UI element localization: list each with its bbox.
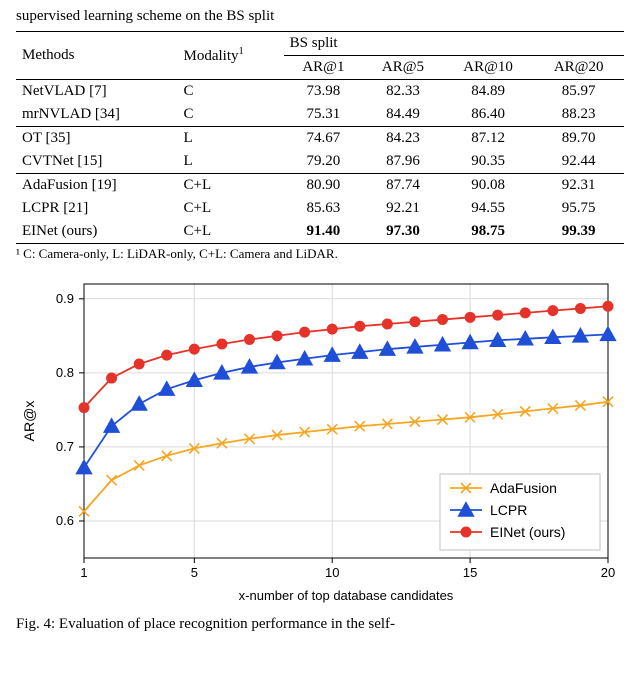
figure-caption: Fig. 4: Evaluation of place recognition … [16,616,624,633]
metric-header: AR@20 [533,56,624,80]
svg-text:10: 10 [325,565,339,580]
modality-label: Modality [183,48,238,64]
value-cell: 90.08 [443,174,534,198]
modality-cell: C+L [177,197,283,220]
svg-text:EINet (ours): EINet (ours) [490,524,565,540]
method-cell: EINet (ours) [16,220,177,244]
method-cell: NetVLAD [7] [16,80,177,104]
value-cell: 79.20 [284,150,364,174]
value-cell: 85.97 [533,80,624,104]
table-footnote: ¹ C: Camera-only, L: LiDAR-only, C+L: Ca… [16,246,624,262]
table-row: OT [35]L74.6784.2387.1289.70 [16,127,624,151]
table-row: LCPR [21]C+L85.6392.2194.5595.75 [16,197,624,220]
table-row: EINet (ours)C+L91.4097.3098.7599.39 [16,220,624,244]
svg-text:20: 20 [601,565,615,580]
method-cell: AdaFusion [19] [16,174,177,198]
metric-header: AR@10 [443,56,534,80]
value-cell: 87.96 [363,150,443,174]
method-cell: OT [35] [16,127,177,151]
value-cell: 91.40 [284,220,364,244]
value-cell: 97.30 [363,220,443,244]
method-cell: LCPR [21] [16,197,177,220]
value-cell: 84.49 [363,103,443,127]
svg-text:0.7: 0.7 [56,439,74,454]
svg-text:AdaFusion: AdaFusion [490,480,557,496]
method-cell: mrNVLAD [34] [16,103,177,127]
svg-text:AR@x: AR@x [21,401,37,442]
svg-text:x-number of top database candi: x-number of top database candidates [239,588,454,603]
col-methods: Methods [16,32,177,80]
svg-text:5: 5 [191,565,198,580]
table-row: NetVLAD [7]C73.9882.3384.8985.97 [16,80,624,104]
svg-text:0.6: 0.6 [56,513,74,528]
modality-cell: C [177,103,283,127]
value-cell: 86.40 [443,103,534,127]
value-cell: 95.75 [533,197,624,220]
modality-cell: L [177,150,283,174]
split-header: BS split [284,32,624,56]
ar-chart: 151015200.60.70.80.9x-number of top data… [16,272,624,610]
table-row: mrNVLAD [34]C75.3184.4986.4088.23 [16,103,624,127]
value-cell: 75.31 [284,103,364,127]
modality-cell: C+L [177,220,283,244]
table-row: AdaFusion [19]C+L80.9087.7490.0892.31 [16,174,624,198]
value-cell: 85.63 [284,197,364,220]
value-cell: 89.70 [533,127,624,151]
value-cell: 92.31 [533,174,624,198]
value-cell: 94.55 [443,197,534,220]
value-cell: 73.98 [284,80,364,104]
results-table: Methods Modality1 BS split AR@1AR@5AR@10… [16,31,624,244]
modality-cell: C+L [177,174,283,198]
value-cell: 84.23 [363,127,443,151]
metric-header: AR@1 [284,56,364,80]
svg-text:LCPR: LCPR [490,502,527,518]
svg-text:0.8: 0.8 [56,365,74,380]
metric-header: AR@5 [363,56,443,80]
col-modality: Modality1 [177,32,283,80]
value-cell: 92.21 [363,197,443,220]
svg-text:0.9: 0.9 [56,291,74,306]
value-cell: 84.89 [443,80,534,104]
modality-sup: 1 [238,46,243,57]
value-cell: 87.12 [443,127,534,151]
svg-text:15: 15 [463,565,477,580]
method-cell: CVTNet [15] [16,150,177,174]
value-cell: 98.75 [443,220,534,244]
modality-cell: C [177,80,283,104]
value-cell: 87.74 [363,174,443,198]
value-cell: 88.23 [533,103,624,127]
value-cell: 90.35 [443,150,534,174]
value-cell: 80.90 [284,174,364,198]
caption-top: supervised learning scheme on the BS spl… [16,8,624,25]
chart-container: 151015200.60.70.80.9x-number of top data… [16,272,624,610]
svg-text:1: 1 [80,565,87,580]
modality-cell: L [177,127,283,151]
value-cell: 82.33 [363,80,443,104]
table-row: CVTNet [15]L79.2087.9690.3592.44 [16,150,624,174]
value-cell: 74.67 [284,127,364,151]
value-cell: 92.44 [533,150,624,174]
value-cell: 99.39 [533,220,624,244]
